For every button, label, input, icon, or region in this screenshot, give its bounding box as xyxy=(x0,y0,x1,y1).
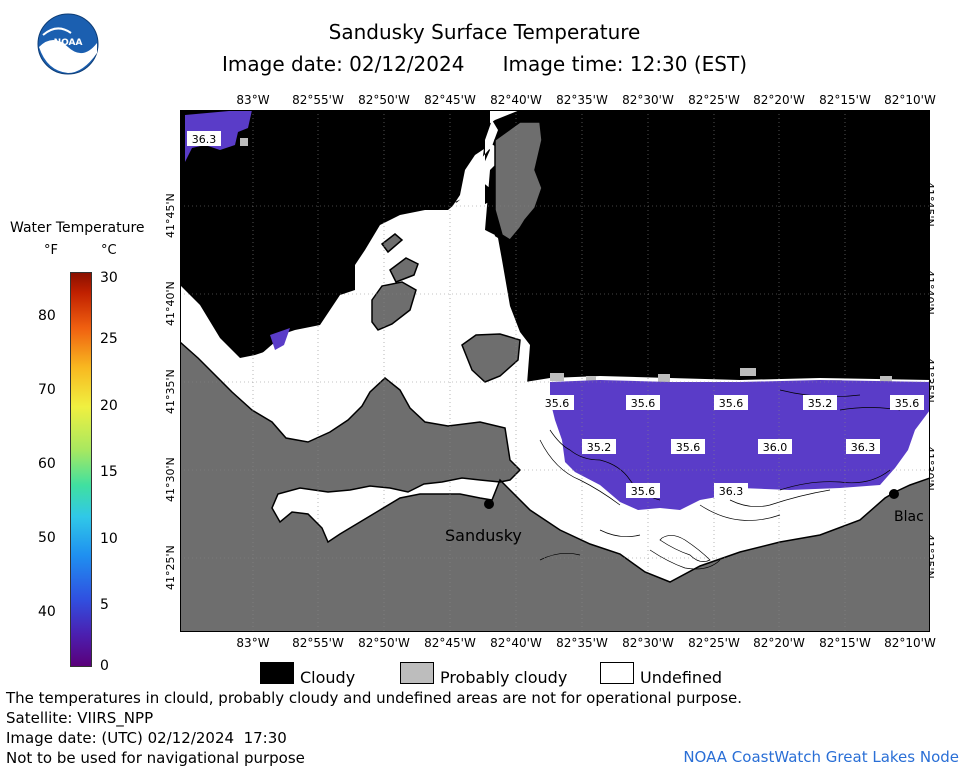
blac-label: Blac xyxy=(894,509,924,525)
blac-marker xyxy=(889,489,899,499)
scale-c-tick: 25 xyxy=(100,331,118,347)
temp-label: 35.2 xyxy=(803,395,837,410)
legend-undefined-swatch xyxy=(600,662,634,684)
scale-title: Water Temperature xyxy=(10,220,145,236)
land-ohio-mainland xyxy=(180,340,930,632)
lon-label-top: 82°55'W xyxy=(292,93,344,107)
legend-probably-cloudy-swatch xyxy=(400,662,434,684)
svg-text:NOAA: NOAA xyxy=(54,38,83,48)
lon-label-top: 82°30'W xyxy=(622,93,674,107)
legend-cloudy-swatch xyxy=(260,662,294,684)
svg-text:36.3: 36.3 xyxy=(719,485,744,498)
lon-label-bottom: 82°15'W xyxy=(819,636,871,650)
lon-label-top: 82°10'W xyxy=(884,93,936,107)
lon-label-bottom: 82°55'W xyxy=(292,636,344,650)
lon-label-top: 82°15'W xyxy=(819,93,871,107)
lon-label-bottom: 82°45'W xyxy=(424,636,476,650)
water-temperature-patch xyxy=(270,328,290,350)
scale-f-tick: 50 xyxy=(38,530,56,546)
lon-label-bottom: 82°25'W xyxy=(688,636,740,650)
lat-label-left: 41°35'N xyxy=(164,369,177,414)
sandusky-label: Sandusky xyxy=(445,526,522,545)
node-credit: NOAA CoastWatch Great Lakes Node xyxy=(683,748,959,766)
lon-label-top: 82°25'W xyxy=(688,93,740,107)
scale-unit-c: °C xyxy=(101,243,117,258)
lon-label-bottom: 82°10'W xyxy=(884,636,936,650)
svg-text:35.2: 35.2 xyxy=(808,397,833,410)
scale-c-tick: 15 xyxy=(100,464,118,480)
sandusky-marker xyxy=(484,499,494,509)
lon-label-bottom: 82°30'W xyxy=(622,636,674,650)
lon-label-top: 82°20'W xyxy=(753,93,805,107)
temp-label: 36.3 xyxy=(187,131,221,146)
map-panel: Sandusky Blac 36.3 35.6 35.6 35.6 35.2 3… xyxy=(180,110,930,632)
temp-label: 35.6 xyxy=(714,395,748,410)
land-island-middle-bass xyxy=(461,333,521,383)
temp-label: 36.0 xyxy=(758,439,792,454)
utc-date-text: Image date: (UTC) 02/12/2024 17:30 xyxy=(6,729,287,747)
svg-text:35.6: 35.6 xyxy=(895,397,920,410)
temp-label: 36.3 xyxy=(846,439,880,454)
lon-label-bottom: 82°20'W xyxy=(753,636,805,650)
svg-text:36.0: 36.0 xyxy=(763,441,788,454)
color-scale-bar xyxy=(70,272,92,667)
lat-label-left: 41°30'N xyxy=(164,457,177,502)
lon-label-bottom: 82°50'W xyxy=(358,636,410,650)
navigation-warning: Not to be used for navigational purpose xyxy=(6,749,305,767)
temp-label: 35.6 xyxy=(626,483,660,498)
svg-text:36.3: 36.3 xyxy=(851,441,876,454)
image-date-time: Image date: 02/12/2024 Image time: 12:30… xyxy=(221,52,748,76)
svg-text:35.6: 35.6 xyxy=(545,397,570,410)
lon-label-top: 82°35'W xyxy=(556,93,608,107)
lon-label-bottom: 82°35'W xyxy=(556,636,608,650)
scale-c-tick: 5 xyxy=(100,597,109,613)
scale-f-tick: 60 xyxy=(38,456,56,472)
svg-text:36.3: 36.3 xyxy=(192,133,217,146)
temp-label: 35.6 xyxy=(671,439,705,454)
scale-f-tick: 80 xyxy=(38,308,56,324)
legend-probably-cloudy-label: Probably cloudy xyxy=(440,668,568,687)
scale-unit-f: °F xyxy=(44,243,58,258)
land-island-small xyxy=(389,257,419,283)
graticule xyxy=(180,110,930,632)
lon-label-top: 83°W xyxy=(236,93,270,107)
scale-c-tick: 0 xyxy=(100,658,109,674)
lon-label-bottom: 83°W xyxy=(236,636,270,650)
lat-label-left: 41°40'N xyxy=(164,281,177,326)
svg-text:35.6: 35.6 xyxy=(631,397,656,410)
scale-f-tick: 40 xyxy=(38,604,56,620)
lon-label-bottom: 82°40'W xyxy=(490,636,542,650)
scale-f-tick: 70 xyxy=(38,382,56,398)
temp-label: 35.6 xyxy=(626,395,660,410)
temp-label: 35.2 xyxy=(582,439,616,454)
scale-c-tick: 30 xyxy=(100,270,118,286)
water-temperature-region xyxy=(550,380,930,510)
svg-text:35.2: 35.2 xyxy=(587,441,612,454)
scale-c-tick: 10 xyxy=(100,531,118,547)
page-title: Sandusky Surface Temperature xyxy=(328,20,641,44)
scale-c-tick: 20 xyxy=(100,398,118,414)
lon-label-top: 82°40'W xyxy=(490,93,542,107)
lat-label-left: 41°25'N xyxy=(164,545,177,590)
svg-text:35.6: 35.6 xyxy=(676,441,701,454)
disclaimer-text: The temperatures in clould, probably clo… xyxy=(6,689,743,707)
temp-label: 36.3 xyxy=(714,483,748,498)
lon-label-top: 82°50'W xyxy=(358,93,410,107)
legend-undefined-label: Undefined xyxy=(640,668,723,687)
temp-label: 35.6 xyxy=(890,395,924,410)
undefined-zone xyxy=(180,120,930,632)
temperature-labels: 36.3 35.6 35.6 35.6 35.2 35.6 35.2 35.6 … xyxy=(187,131,924,498)
svg-text:35.6: 35.6 xyxy=(631,485,656,498)
cloud-region xyxy=(180,110,930,382)
satellite-text: Satellite: VIIRS_NPP xyxy=(6,709,154,727)
land-island-tiny xyxy=(380,233,404,254)
lat-label-left: 41°45'N xyxy=(164,193,177,238)
noaa-logo: NOAA xyxy=(37,13,99,75)
svg-text:35.6: 35.6 xyxy=(719,397,744,410)
cloud-region-west xyxy=(180,110,490,358)
legend-cloudy-label: Cloudy xyxy=(300,668,356,687)
lon-label-top: 82°45'W xyxy=(424,93,476,107)
land-island-kelleys xyxy=(494,121,543,241)
temp-label: 35.6 xyxy=(540,395,574,410)
